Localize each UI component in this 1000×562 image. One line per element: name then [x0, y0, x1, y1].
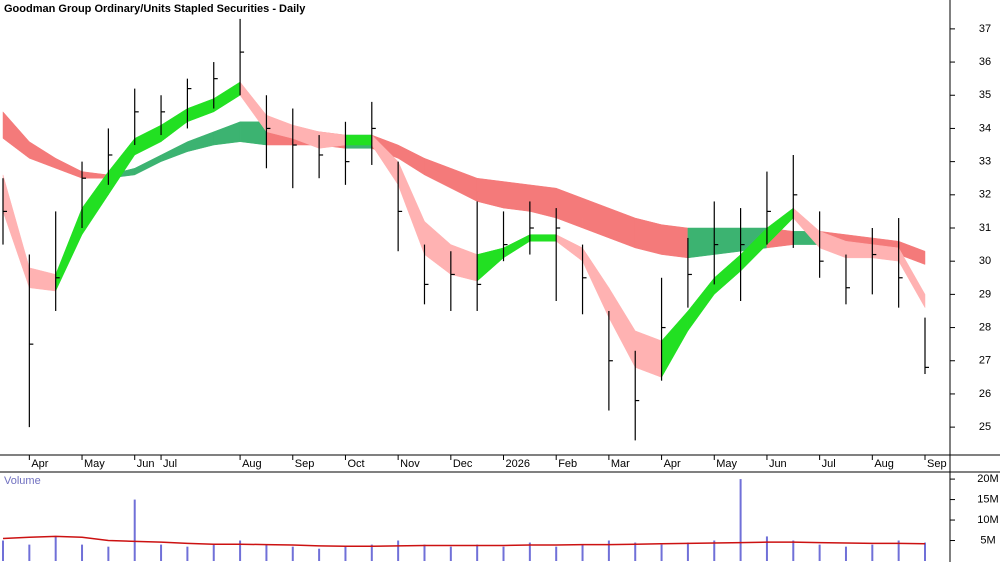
y-tick-label: 31 — [979, 222, 991, 234]
x-tick-label: May — [84, 458, 105, 470]
volume-bar — [291, 546, 294, 561]
y-tick-label: 27 — [979, 355, 991, 367]
x-tick-label: May — [716, 458, 737, 470]
y-tick-label: 29 — [979, 288, 991, 300]
volume-bar — [107, 546, 110, 561]
volume-bar — [844, 546, 847, 561]
volume-bar — [502, 546, 505, 561]
x-tick-label: Apr — [31, 458, 48, 470]
volume-title: Volume — [4, 475, 41, 487]
x-tick-label: Jun — [769, 458, 787, 470]
volume-bar — [133, 499, 136, 561]
band-segment — [714, 227, 741, 255]
x-tick-label: Aug — [874, 458, 894, 470]
volume-bar — [239, 540, 242, 561]
volume-bar — [423, 544, 426, 561]
y-tick-label: 26 — [979, 388, 991, 400]
volume-bar — [397, 540, 400, 561]
volume-bar — [81, 544, 84, 561]
x-tick-label: Mar — [611, 458, 630, 470]
volume-bar — [528, 542, 531, 561]
volume-bar — [186, 546, 189, 561]
volume-bar — [897, 540, 900, 561]
x-tick-label: Sep — [295, 458, 315, 470]
chart-title: Goodman Group Ordinary/Units Stapled Sec… — [4, 3, 306, 15]
volume-bar — [449, 546, 452, 561]
volume-bar — [607, 540, 610, 561]
band-segment — [661, 224, 689, 259]
volume-bar — [686, 542, 689, 561]
band-segment — [634, 217, 662, 255]
x-tick-label: Feb — [558, 458, 577, 470]
volume-bar — [739, 479, 742, 561]
volume-bar — [212, 544, 215, 561]
volume-bar — [581, 544, 584, 561]
volume-bar — [765, 536, 768, 561]
band-segment — [345, 134, 373, 146]
y-tick-label: 34 — [979, 122, 991, 134]
x-tick-label: Nov — [400, 458, 420, 470]
x-tick-label: Apr — [664, 458, 681, 470]
volume-bar — [2, 540, 4, 561]
volume-bar — [476, 544, 479, 561]
x-tick-label: Sep — [927, 458, 947, 470]
volume-bar — [54, 536, 57, 561]
x-tick-label: Jun — [137, 458, 155, 470]
volume-bar — [660, 544, 663, 561]
volume-bar — [265, 544, 268, 561]
x-tick-label: Oct — [347, 458, 364, 470]
volume-bar — [555, 546, 558, 561]
x-tick-label: Aug — [242, 458, 262, 470]
volume-bar — [871, 544, 874, 561]
y-tick-label: 15M — [977, 493, 998, 505]
y-tick-label: 35 — [979, 89, 991, 101]
x-tick-label: Jul — [822, 458, 836, 470]
y-tick-label: 32 — [979, 189, 991, 201]
y-tick-label: 33 — [979, 156, 991, 168]
volume-bar — [634, 542, 637, 561]
x-tick-label: 2026 — [506, 458, 530, 470]
x-tick-label: Jul — [163, 458, 177, 470]
volume-bar — [28, 544, 31, 561]
volume-bar — [713, 540, 716, 561]
volume-bar — [160, 544, 163, 561]
y-tick-label: 30 — [979, 255, 991, 267]
y-tick-label: 25 — [979, 421, 991, 433]
y-tick-label: 5M — [980, 534, 995, 546]
y-tick-label: 20M — [977, 473, 998, 485]
volume-bar — [370, 544, 373, 561]
band-segment — [529, 234, 557, 242]
y-tick-label: 36 — [979, 56, 991, 68]
y-tick-label: 37 — [979, 23, 991, 35]
band-segment — [687, 227, 715, 259]
y-tick-label: 28 — [979, 321, 991, 333]
volume-bar — [792, 540, 795, 561]
volume-bar — [318, 548, 321, 561]
y-tick-label: 10M — [977, 514, 998, 526]
volume-bar — [818, 544, 821, 561]
volume-average — [2, 535, 926, 548]
band-segment — [503, 181, 531, 212]
volume-bar — [344, 546, 347, 561]
volume-bar — [924, 542, 926, 561]
x-tick-label: Dec — [453, 458, 473, 470]
